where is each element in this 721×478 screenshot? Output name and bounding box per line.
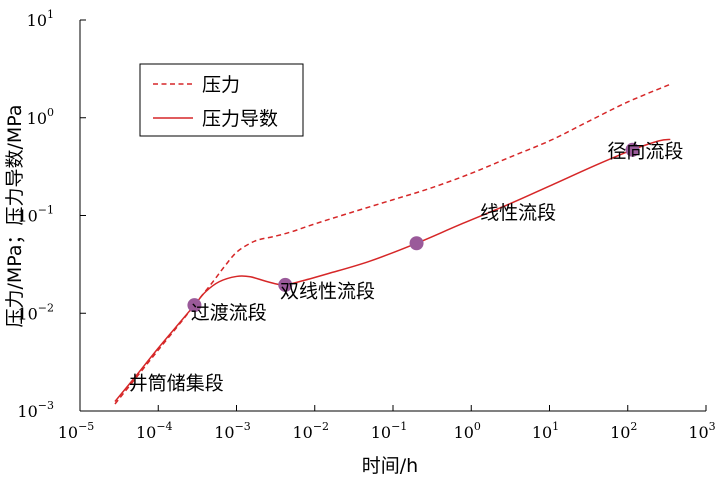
- y-tick-label: 101: [27, 8, 54, 30]
- annotation-label: 井筒储集段: [129, 373, 224, 395]
- legend-label-pressure: 压力: [202, 74, 240, 96]
- data-marker: [278, 277, 293, 292]
- x-tick-label: 101: [532, 420, 559, 442]
- x-tick-label: 10−4: [136, 420, 173, 442]
- legend: 压力 压力导数: [139, 63, 304, 137]
- annotation-label: 过渡流段: [191, 302, 267, 324]
- y-axis-label: 压力/MPa；压力导数/MPa: [4, 104, 26, 327]
- y-tick-label: 10−1: [17, 204, 54, 226]
- data-marker: [409, 236, 424, 251]
- x-tick-label: 100: [454, 420, 481, 442]
- y-tick-label: 100: [27, 106, 54, 128]
- legend-box: [139, 63, 304, 137]
- x-tick-label: 102: [610, 420, 637, 442]
- data-marker: [625, 142, 640, 157]
- data-marker: [187, 298, 202, 313]
- x-tick-label: 10−1: [371, 420, 408, 442]
- y-tick-label: 10−2: [17, 301, 54, 323]
- annotation-label: 径向流段: [607, 141, 683, 163]
- x-tick-label: 10−2: [292, 420, 329, 442]
- x-axis-label: 时间/h: [362, 455, 418, 477]
- legend-label-pressure-derivative: 压力导数: [202, 108, 278, 130]
- series-layer: [114, 83, 671, 405]
- annotation-label: 线性流段: [480, 202, 556, 224]
- x-tick-label: 10−5: [58, 420, 95, 442]
- x-tick-label: 103: [688, 420, 715, 442]
- x-tick-label: 10−3: [214, 420, 251, 442]
- annotation-label: 双线性流段: [280, 280, 375, 302]
- series-pressure: [114, 83, 671, 405]
- marker-layer: [187, 142, 640, 313]
- series-pressure-derivative: [114, 138, 671, 403]
- y-tick-label: 10−3: [17, 399, 54, 421]
- axes: 10−5 10−4 10−3 10−2 10−1 100 101 102 103 10−3 10−2…: [17, 8, 715, 442]
